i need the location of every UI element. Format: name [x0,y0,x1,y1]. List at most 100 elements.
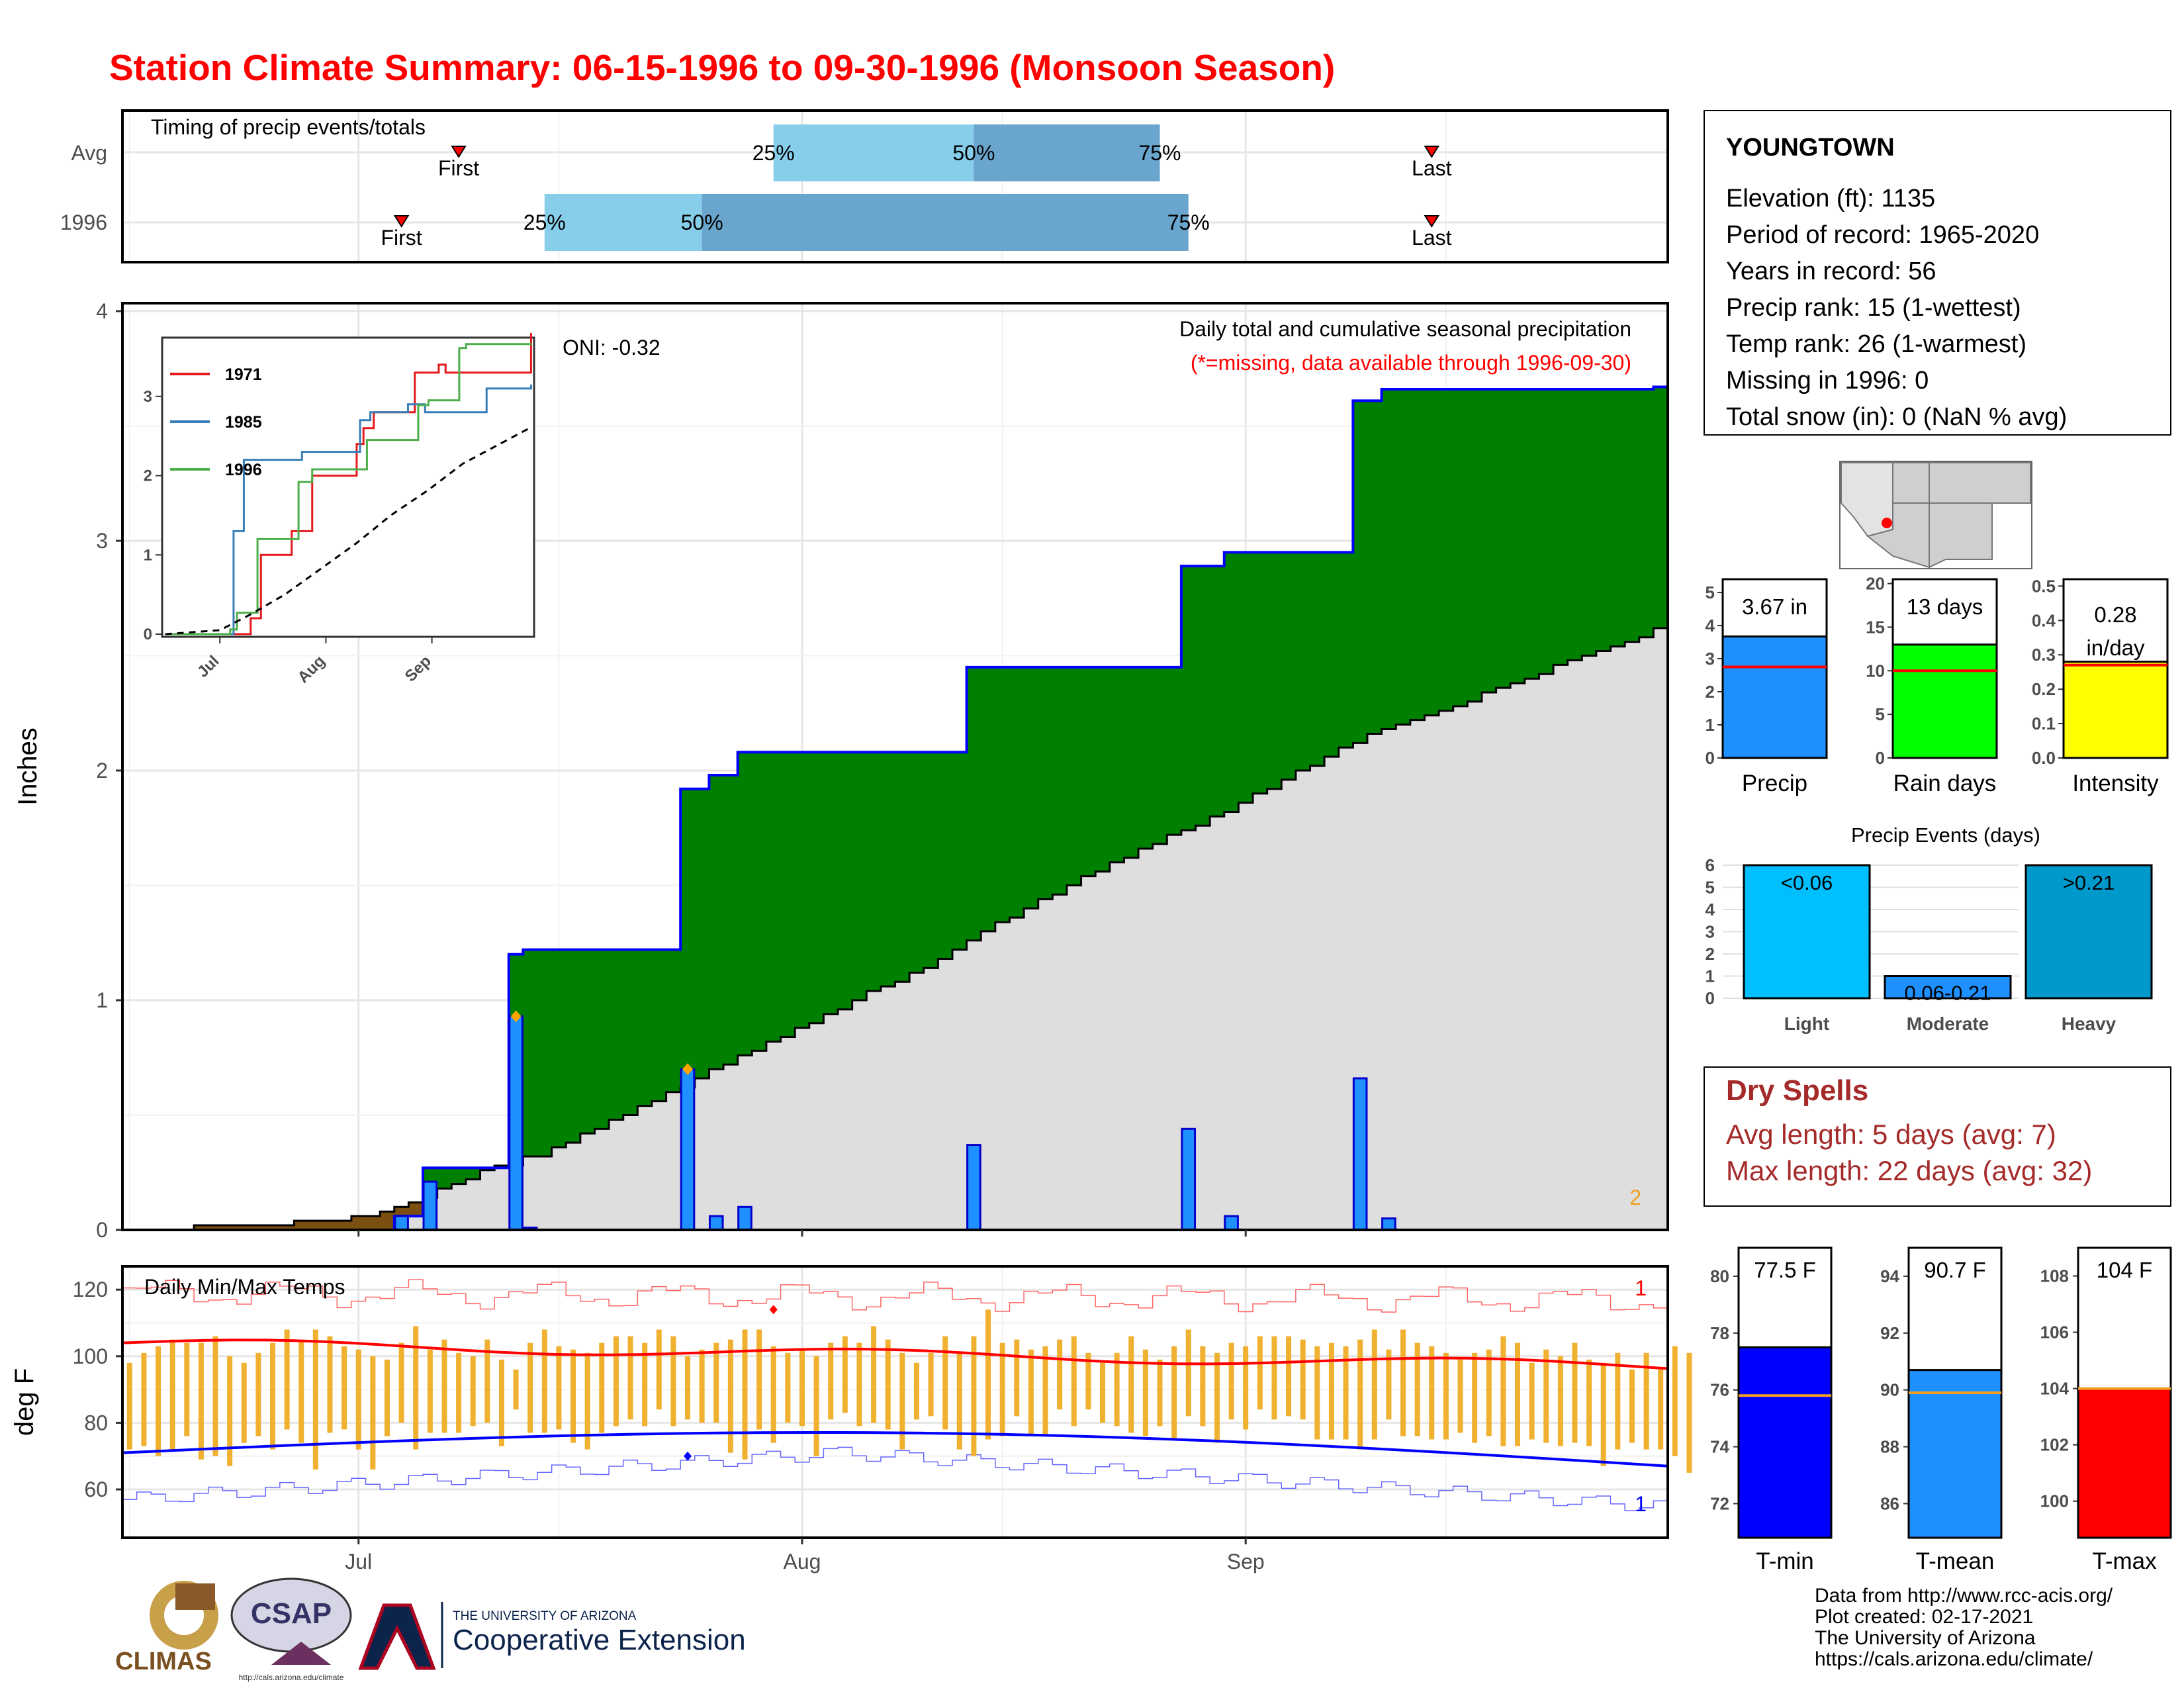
station-info-line: Years in record: 56 [1726,258,1936,285]
summary-bar-value-unit: in/day [2086,635,2145,660]
station-info-line: Elevation (ft): 1135 [1726,185,1935,212]
temp-summary-value: 104 F [2097,1258,2152,1282]
inset-ytick-label: 3 [144,388,152,406]
precip-events-bar-label: Moderate [1907,1013,1989,1034]
temp-summary-label: T-mean [1916,1548,1995,1574]
daily-precip-bar [966,1144,981,1231]
ua-logo-mark [358,1603,436,1670]
timing-row-avg-label: Avg [71,141,107,165]
precip-note-missing: (*=missing, data available through 1996-… [1191,351,1631,375]
dry-spells-max: Max length: 22 days (avg: 32) [1726,1155,2092,1186]
record-high-line [122,1279,1668,1313]
temp-frame [121,1265,1669,1539]
footer-line-data: Data from http://www.rcc-acis.org/ [1815,1585,2113,1607]
summary-ytick-label: 10 [1866,661,1885,680]
summary-bar-precip: 0 1 2 3 4 5 3.67 in Precip [1706,578,1828,796]
summary-ytick-label: 1 [1706,715,1715,735]
precip-events-ytick-label: 5 [1706,878,1715,898]
summary-ytick-label: 0.3 [2032,645,2056,665]
precip-events-ytick-label: 3 [1706,922,1715,942]
temp-ytick-label: 80 [84,1411,108,1434]
inset-line-1971 [165,333,532,635]
csap-logo-mountain [271,1642,331,1665]
precip-corner-label: 2 [1629,1186,1641,1209]
precip-events-bar-range: >0.21 [2063,871,2115,894]
summary-ytick-label: 15 [1866,617,1885,637]
dry-spells-panel: Dry Spells Avg length: 5 days (avg: 7) M… [1704,1066,2171,1207]
locator-map [1839,461,2032,569]
precip-ytick-label: 2 [96,759,108,782]
dry-spells-title: Dry Spells [1726,1074,1868,1107]
above-average-area [423,387,1668,1198]
temp-summary-label: T-min [1756,1548,1814,1574]
temp-summary-ytick-label: 100 [2040,1491,2069,1511]
ua-logo-small-text: THE UNIVERSITY OF ARIZONA [453,1609,637,1623]
temp-summary-ytick-label: 104 [2040,1379,2070,1399]
temp-summary-ytick-label: 90 [1880,1380,1899,1400]
daily-precip-bar [394,1215,409,1231]
daily-precip-bar [422,1180,438,1231]
record-low-line [122,1446,1668,1511]
precip-events-ytick-label: 4 [1706,900,1715,919]
station-info-line: Missing in 1996: 0 [1726,367,1929,395]
summary-ytick-label: 0.1 [2032,714,2056,733]
summary-bar-fill [2062,661,2169,759]
temp-ytick-label: 60 [84,1477,108,1501]
temp-ylabel: deg F [10,1368,39,1436]
summary-ytick-label: 20 [1866,574,1885,594]
climas-logo-text: CLIMAS [115,1648,212,1675]
daily-precip-bar [1224,1215,1239,1231]
x-axis-tick-label: Jul [345,1550,372,1573]
quartile-label-75: 75% [1138,141,1181,165]
precip-events-bar [1743,864,1871,1000]
record-temp-marker-low [684,1451,692,1461]
quartile-label-25: 25% [523,211,566,234]
timing-row-1996-label: 1996 [60,211,107,234]
precip-events-title: Precip Events (days) [1851,823,2040,847]
map-region-colorado [1929,462,2031,504]
temp-summary-ytick-label: 72 [1710,1493,1729,1513]
summary-bar-value: 0.28 [2094,602,2136,627]
precip-events-bar-label: Heavy [2062,1013,2116,1034]
quartile-bar-50-75 [702,194,1189,251]
oni-label: ONI: -0.32 [563,336,660,359]
summary-bar-fill [1891,643,1998,759]
precip-events-ytick-label: 6 [1706,855,1715,875]
record-temp-marker-high [769,1305,778,1315]
ua-logo-big-text: Cooperative Extension [453,1624,746,1656]
summary-bar-rain-days: 0 5 10 15 20 13 days Rain days [1866,574,1998,796]
precip-ytick-label: 4 [96,299,108,323]
temp-summary-ytick-label: 106 [2040,1323,2069,1342]
inset-ytick-label: 2 [144,467,152,485]
temp-summary-fill [1907,1369,2003,1539]
precip-ylabel: Inches [13,727,42,806]
average-cumulative-line [122,627,1668,1231]
temp-summary-ytick-label: 78 [1710,1323,1729,1343]
temp-summary-t-min: 72 74 76 78 80 77.5 F T-min [1710,1246,1833,1574]
daily-precip-bar [737,1205,752,1231]
first-event-label: First [381,226,422,250]
temp-panel: 60 80 100 120 Daily Min/Max Temps deg F 1 1… [10,1230,1692,1573]
summary-bars: 0 1 2 3 4 5 3.67 in Precip 0 5 10 15 20 13 days Rain d… [1706,574,2169,796]
last-event-label: Last [1412,226,1452,250]
dry-spells-frame [1704,1066,2171,1207]
inset-legend-label: 1971 [225,365,262,384]
precip-events-bar-range: <0.06 [1781,871,1833,894]
csap-logo-text: CSAP [251,1597,332,1630]
precip-events-bar [1884,975,2012,1000]
quartile-label-50: 50% [681,211,723,234]
daily-precip-bar [508,1015,523,1231]
temp-summary-bars: 72 74 76 78 80 77.5 F T-min 86 88 90 92 94 90.7 F T-m… [1710,1246,2172,1574]
record-daily-marker [510,1010,522,1023]
average-cumulative-area [122,628,1668,1230]
csap-logo: CSAP http://cals.arizona.edu/climate [230,1577,352,1682]
precip-frame [121,302,1669,1231]
inset-frame [161,336,535,638]
inset-legend-label: 1985 [225,413,262,432]
quartile-label-75: 75% [1167,211,1210,234]
precip-events-ytick-label: 2 [1706,944,1715,964]
daily-precip-bar [708,1215,724,1231]
precip-panel: 0 1 2 3 4 Inches Daily total and cumulative … [13,299,1669,1242]
footer-line-university: The University of Arizona [1815,1627,2036,1649]
